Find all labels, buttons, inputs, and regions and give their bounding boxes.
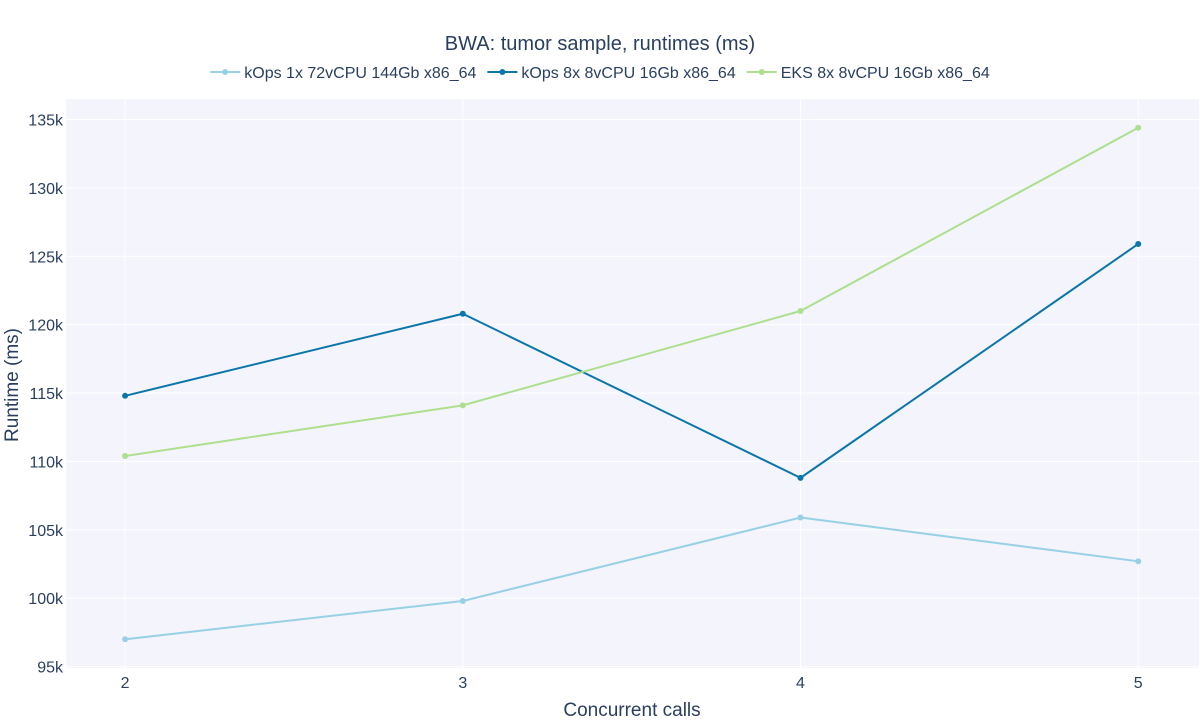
chart-title: BWA: tumor sample, runtimes (ms) <box>445 33 755 55</box>
legend-marker <box>499 69 506 75</box>
legend-item[interactable]: EKS 8x 8vCPU 16Gb x86_64 <box>746 65 990 82</box>
series-line <box>124 243 1139 479</box>
data-point[interactable] <box>122 452 129 459</box>
y-tick-label: 130k <box>28 181 64 198</box>
series-0 <box>122 514 1142 643</box>
y-tick-label: 100k <box>28 591 64 608</box>
legend-label: kOps 8x 8vCPU 16Gb x86_64 <box>521 65 735 82</box>
series-line <box>124 126 1139 457</box>
y-tick-label: 120k <box>28 318 64 335</box>
x-tick-label: 5 <box>1134 675 1143 692</box>
data-point[interactable] <box>1135 124 1142 131</box>
grid-lines <box>66 99 1199 668</box>
y-tick-label: 105k <box>28 523 64 540</box>
y-tick-label: 115k <box>29 386 64 403</box>
data-point[interactable] <box>459 597 466 604</box>
plot-area <box>66 99 1199 668</box>
y-tick-label: 135k <box>28 113 64 130</box>
data-point[interactable] <box>797 308 804 315</box>
legend-label: EKS 8x 8vCPU 16Gb x86_64 <box>781 65 990 82</box>
series-layer <box>122 124 1142 643</box>
x-axis-ticks: 2 3 4 5 <box>121 675 1143 692</box>
legend-marker <box>758 69 765 75</box>
legend-label: kOps 1x 72vCPU 144Gb x86_64 <box>244 65 476 82</box>
data-point[interactable] <box>797 474 804 481</box>
data-point[interactable] <box>459 402 466 409</box>
data-point[interactable] <box>122 392 129 399</box>
x-tick-label: 2 <box>121 675 130 692</box>
legend-item[interactable]: kOps 8x 8vCPU 16Gb x86_64 <box>487 65 736 82</box>
y-axis-ticks: 95k 100k 105k 110k 115k 120k 125k 130k 135k <box>28 113 64 677</box>
x-tick-label: 3 <box>458 675 467 692</box>
x-axis-title: Concurrent calls <box>563 700 700 720</box>
series-1 <box>122 240 1142 481</box>
data-point[interactable] <box>459 310 466 317</box>
data-point[interactable] <box>1135 558 1142 565</box>
y-tick-label: 110k <box>29 454 64 471</box>
y-tick-label: 95k <box>37 660 64 677</box>
legend[interactable]: kOps 1x 72vCPU 144Gb x86_64 kOps 8x 8vCPU… <box>210 65 990 82</box>
y-axis-title: Runtime (ms) <box>2 328 23 442</box>
legend-item[interactable]: kOps 1x 72vCPU 144Gb x86_64 <box>210 65 476 82</box>
data-point[interactable] <box>797 514 804 521</box>
x-tick-label: 4 <box>796 675 805 692</box>
data-point[interactable] <box>122 636 129 643</box>
series-line <box>124 516 1139 641</box>
data-point[interactable] <box>1135 240 1142 247</box>
y-tick-label: 125k <box>28 249 64 266</box>
legend-marker <box>222 69 229 75</box>
series-2 <box>122 124 1142 459</box>
